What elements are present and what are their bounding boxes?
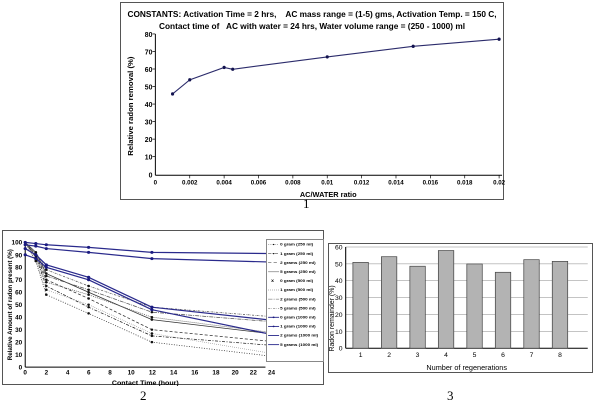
- svg-text:90: 90: [15, 252, 23, 259]
- svg-text:5 grams (500 ml): 5 grams (500 ml): [280, 306, 316, 311]
- svg-text:20: 20: [145, 137, 153, 144]
- svg-text:40: 40: [335, 278, 343, 285]
- svg-text:24: 24: [268, 370, 276, 377]
- svg-text:20: 20: [232, 370, 240, 377]
- svg-text:7: 7: [530, 352, 534, 359]
- svg-text:40: 40: [15, 315, 23, 322]
- svg-text:8: 8: [558, 352, 562, 359]
- svg-text:Relative radon removal (%): Relative radon removal (%): [126, 56, 135, 156]
- svg-text:14: 14: [170, 370, 178, 377]
- svg-text:70: 70: [15, 277, 23, 284]
- svg-text:Contact Time (hour): Contact Time (hour): [112, 380, 179, 386]
- svg-text:2: 2: [45, 370, 49, 377]
- svg-text:80: 80: [145, 32, 153, 39]
- svg-text:10: 10: [15, 352, 23, 359]
- svg-text:2 grams (1000 ml): 2 grams (1000 ml): [280, 333, 319, 338]
- svg-text:8: 8: [108, 370, 112, 377]
- svg-text:0 gram (1000 ml): 0 gram (1000 ml): [280, 315, 316, 320]
- svg-text:Radon remainder (%): Radon remainder (%): [329, 285, 336, 351]
- svg-text:60: 60: [15, 290, 23, 297]
- svg-text:Number of regenerations: Number of regenerations: [426, 364, 507, 372]
- svg-text:0.006: 0.006: [251, 179, 267, 186]
- svg-text:2 grams (250 ml): 2 grams (250 ml): [280, 260, 316, 265]
- svg-text:18: 18: [212, 370, 220, 377]
- svg-text:5 grams (250 ml): 5 grams (250 ml): [280, 269, 316, 274]
- svg-text:0 gram (250 ml): 0 gram (250 ml): [280, 242, 314, 247]
- svg-text:60: 60: [335, 245, 343, 252]
- svg-text:0.01: 0.01: [321, 179, 333, 186]
- svg-text:0.02: 0.02: [493, 179, 505, 186]
- svg-text:0 gram (500 ml): 0 gram (500 ml): [280, 279, 314, 284]
- svg-text:2: 2: [387, 352, 391, 359]
- svg-text:0: 0: [154, 179, 158, 186]
- svg-text:22: 22: [250, 370, 258, 377]
- svg-text:100: 100: [12, 240, 23, 247]
- svg-text:1 gram (500 ml): 1 gram (500 ml): [280, 288, 314, 293]
- svg-text:80: 80: [15, 265, 23, 272]
- svg-text:40: 40: [145, 102, 153, 109]
- svg-text:0.004: 0.004: [216, 179, 232, 186]
- svg-text:0.016: 0.016: [423, 179, 439, 186]
- svg-text:12: 12: [149, 370, 157, 377]
- svg-text:10: 10: [145, 155, 153, 162]
- svg-text:1 gram (1000 ml): 1 gram (1000 ml): [280, 324, 316, 329]
- svg-text:50: 50: [145, 85, 153, 92]
- svg-text:50: 50: [15, 302, 23, 309]
- svg-text:2 grams (500 ml): 2 grams (500 ml): [280, 297, 316, 302]
- svg-text:5 grams (1000 ml): 5 grams (1000 ml): [280, 342, 319, 347]
- svg-text:4: 4: [444, 352, 448, 359]
- svg-text:30: 30: [145, 120, 153, 127]
- svg-text:0: 0: [23, 370, 27, 377]
- svg-text:50: 50: [335, 261, 343, 268]
- svg-text:0: 0: [339, 346, 343, 353]
- svg-text:0.002: 0.002: [182, 179, 198, 186]
- svg-text:3: 3: [416, 352, 420, 359]
- svg-text:1: 1: [359, 352, 363, 359]
- svg-text:10: 10: [128, 370, 136, 377]
- svg-text:0.018: 0.018: [457, 179, 473, 186]
- svg-text:0: 0: [149, 172, 153, 179]
- svg-text:0.014: 0.014: [388, 179, 404, 186]
- svg-text:Relative Amount of radon prese: Relative Amount of radon present (%): [7, 249, 14, 360]
- svg-text:6: 6: [501, 352, 505, 359]
- svg-text:4: 4: [66, 370, 70, 377]
- svg-text:16: 16: [191, 370, 199, 377]
- svg-text:5: 5: [473, 352, 477, 359]
- svg-text:30: 30: [15, 327, 23, 334]
- svg-text:20: 20: [15, 340, 23, 347]
- svg-text:0.012: 0.012: [354, 179, 370, 186]
- svg-text:0.008: 0.008: [285, 179, 301, 186]
- svg-text:1 gram (250 ml): 1 gram (250 ml): [280, 251, 314, 256]
- svg-text:0: 0: [19, 365, 23, 372]
- svg-text:6: 6: [87, 370, 91, 377]
- svg-text:x: x: [271, 279, 274, 284]
- svg-text:60: 60: [145, 67, 153, 74]
- svg-text:70: 70: [145, 49, 153, 56]
